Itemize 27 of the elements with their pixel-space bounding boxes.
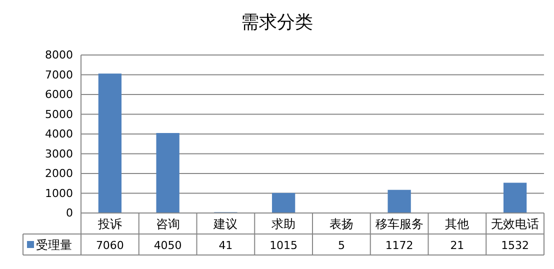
- y-tick-label: 1000: [45, 186, 73, 200]
- x-tick-label: 投诉: [96, 217, 122, 231]
- x-tick-label: 移车服务: [375, 217, 424, 231]
- data-label: 21: [450, 239, 464, 252]
- x-tick-label: 建议: [212, 217, 238, 231]
- chart-title: 需求分类: [241, 12, 313, 33]
- data-label: 41: [218, 239, 233, 252]
- data-label: 1532: [501, 239, 530, 252]
- x-tick-label: 求助: [272, 217, 296, 231]
- x-tick-label: 无效电话: [491, 217, 540, 231]
- y-tick-label: 7000: [45, 68, 73, 82]
- y-tick-label: 3000: [45, 147, 73, 160]
- y-tick-label: 2000: [45, 167, 73, 180]
- data-label: 4050: [154, 239, 182, 252]
- data-label: 7060: [96, 239, 124, 252]
- y-tick-label: 8000: [45, 48, 73, 62]
- data-label: 1172: [385, 239, 414, 252]
- x-tick-label: 咨询: [156, 217, 180, 231]
- y-tick-label: 4000: [45, 128, 73, 141]
- y-tick-label: 5000: [45, 108, 73, 121]
- x-tick-label: 表扬: [329, 217, 354, 231]
- legend-label: 受理量: [36, 238, 72, 252]
- data-label: 5: [338, 239, 345, 252]
- data-label: 1015: [270, 239, 298, 252]
- y-tick-label: 0: [66, 206, 73, 220]
- y-tick-label: 6000: [45, 88, 73, 102]
- x-tick-label: 其他: [445, 217, 470, 231]
